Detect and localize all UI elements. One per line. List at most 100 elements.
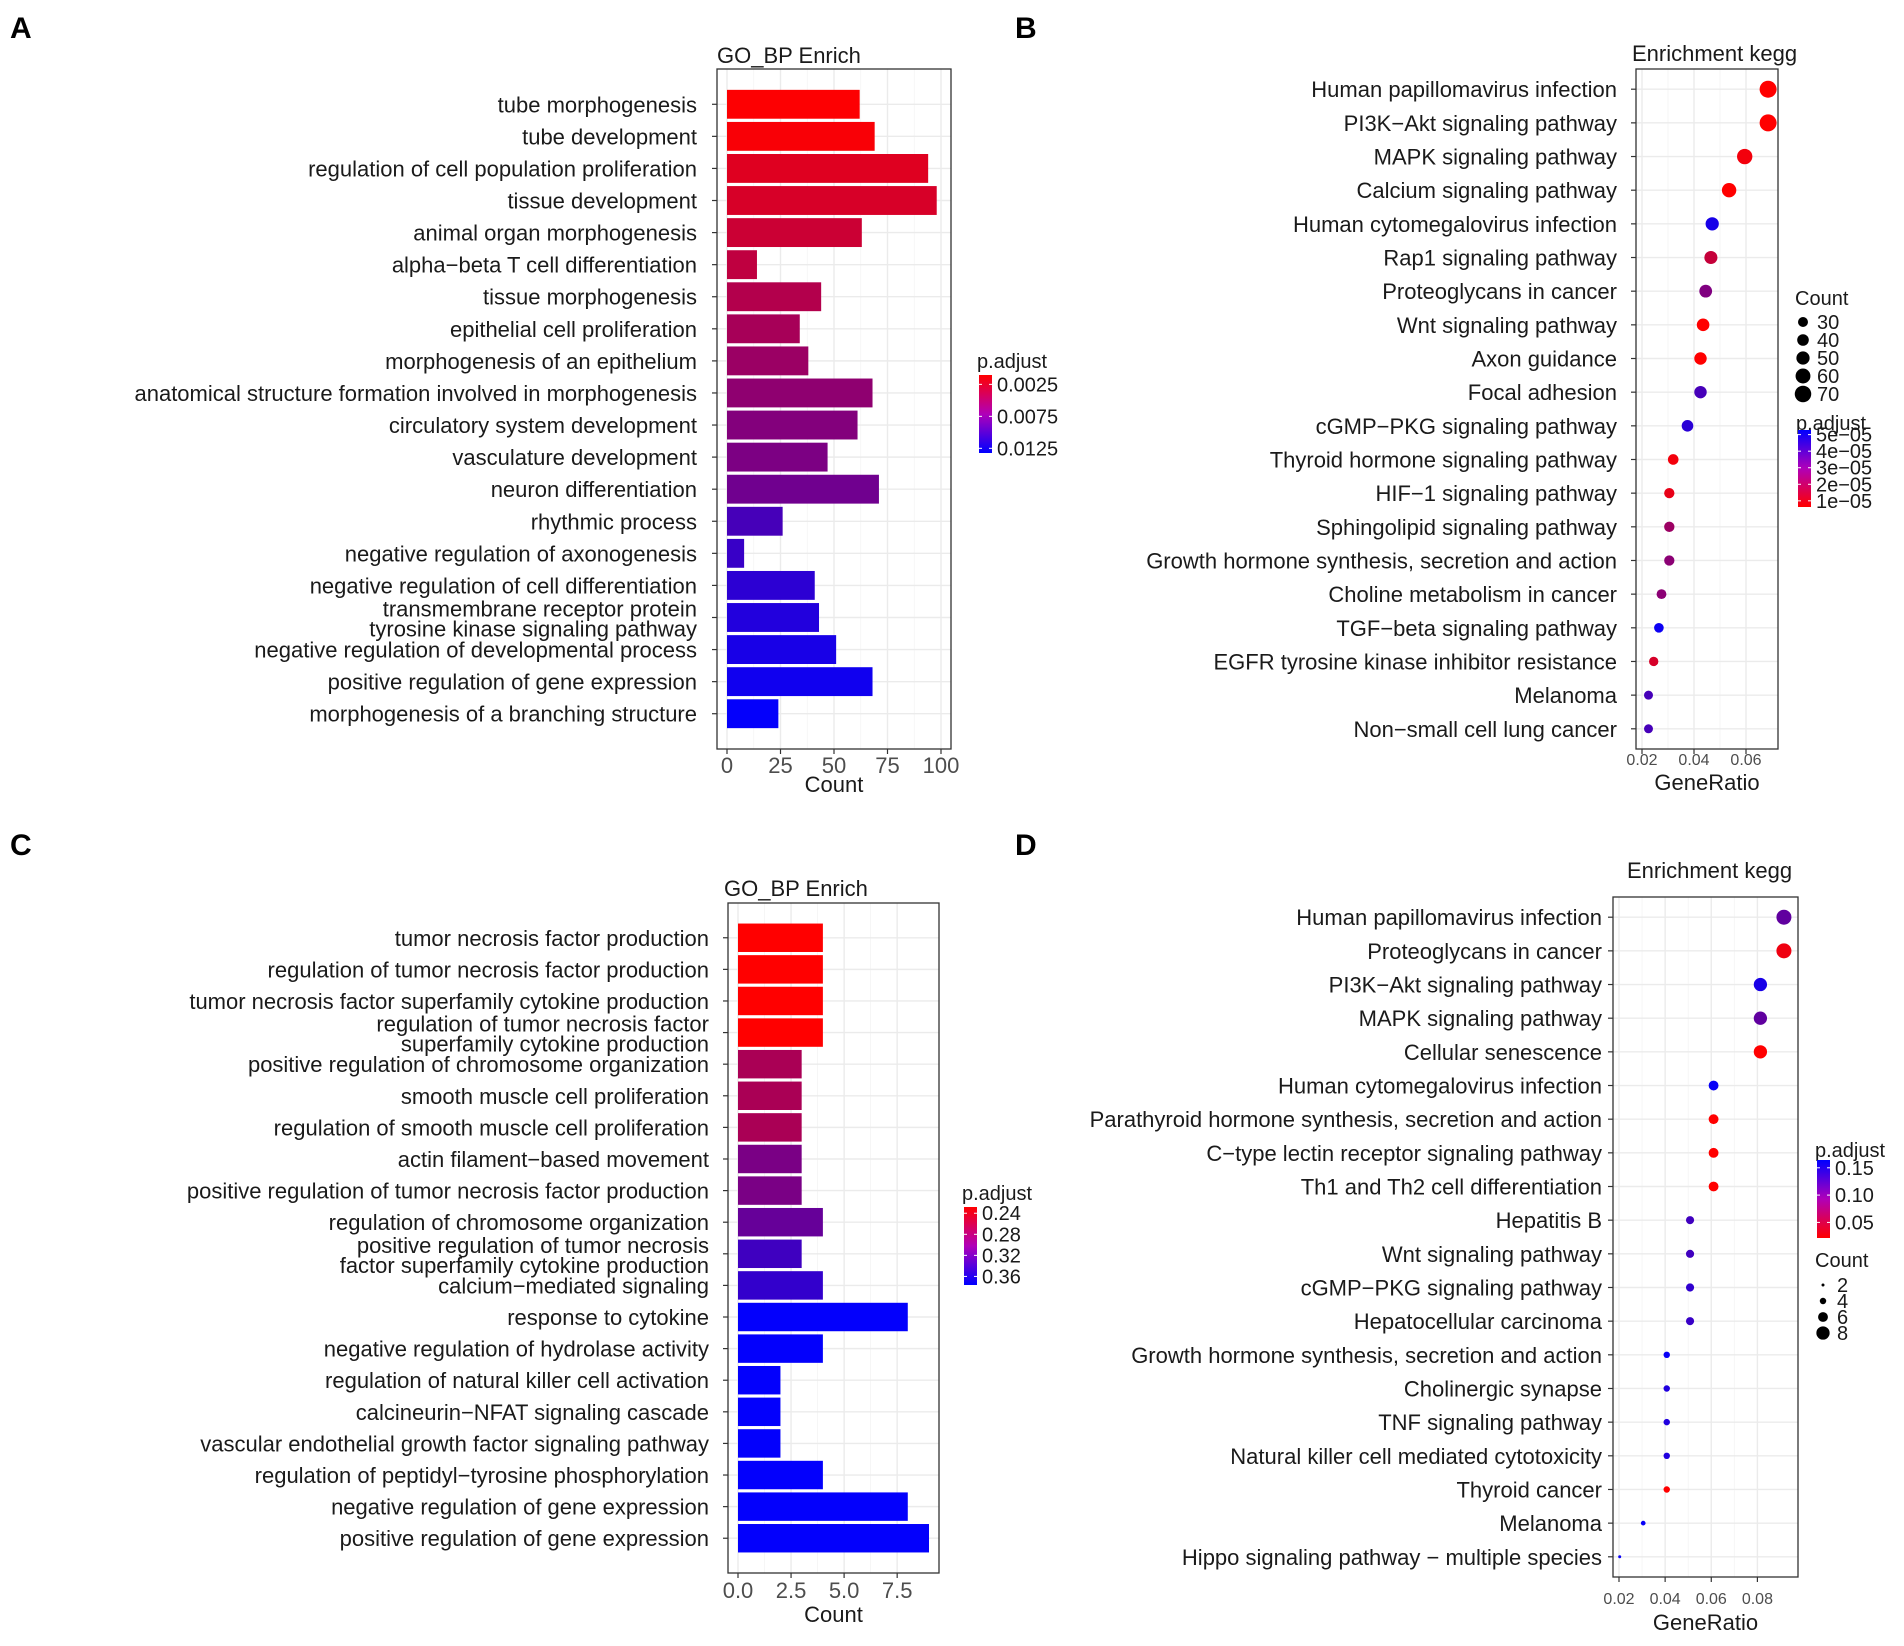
x-tick-label: 0.02 (1603, 1591, 1634, 1608)
panel-b-dot-chart: 0.02 0.04 0.06 Human papillomavirus infecti… (1146, 41, 1872, 795)
x-tick-label: 0.0 (723, 1578, 754, 1603)
chart-title: Enrichment kegg (1627, 858, 1792, 883)
dot (1704, 250, 1718, 265)
size-legend-label: 60 (1817, 366, 1839, 388)
category-label: regulation of cell population proliferat… (308, 156, 697, 181)
bar (738, 1524, 929, 1553)
category-label: Wnt signaling pathway (1397, 313, 1617, 338)
dot (1681, 420, 1694, 432)
bar (727, 378, 873, 408)
size-legend-dot (1797, 334, 1809, 346)
legend-title: p.adjust (1815, 1140, 1885, 1162)
bar (738, 923, 823, 952)
size-legend-label: 4 (1837, 1291, 1848, 1313)
category-label: negative regulation of gene expression (331, 1495, 709, 1520)
plot-background (1613, 897, 1798, 1577)
category-label: Natural killer cell mediated cytotoxicit… (1230, 1444, 1602, 1469)
category-label: Th1 and Th2 cell differentiation (1301, 1175, 1602, 1200)
size-legend-label: 50 (1817, 348, 1839, 370)
category-label: negative regulation of cell differentiat… (310, 573, 697, 598)
bar (727, 89, 860, 119)
dot (1705, 217, 1719, 231)
plot-border (727, 902, 940, 1574)
category-label: vasculature development (452, 445, 697, 470)
size-legend-dot (1821, 1283, 1825, 1287)
category-label: negative regulation of axonogenesis (345, 541, 697, 566)
bar (738, 1397, 781, 1427)
category-label: positive regulation of chromosome organi… (248, 1052, 709, 1077)
chart-title: GO_BP Enrich (717, 43, 861, 68)
legend-title: Count (1815, 1250, 1869, 1272)
category-label: Parathyroid hormone synthesis, secretion… (1090, 1107, 1602, 1132)
category-label: Growth hormone synthesis, secretion and … (1146, 548, 1617, 573)
category-label: anatomical structure formation involved … (134, 381, 697, 406)
category-label: Proteoglycans in cancer (1367, 939, 1602, 964)
dot (1618, 1555, 1622, 1559)
colorbar-label: 4e−05 (1816, 441, 1872, 463)
dot (1654, 622, 1664, 633)
bar (738, 1302, 908, 1332)
bar (727, 667, 873, 697)
category-label: PI3K−Akt signaling pathway (1344, 111, 1617, 136)
bar (727, 410, 858, 440)
category-label: positive regulation of gene expression (340, 1526, 709, 1551)
category-label: regulation of tumor necrosis factor (376, 1012, 709, 1037)
colorbar-label: 0.0125 (997, 438, 1058, 460)
bar (727, 635, 837, 664)
size-legend-dot (1816, 1326, 1830, 1340)
dot (1753, 977, 1768, 992)
category-label: TGF−beta signaling pathway (1336, 616, 1617, 641)
chart-title: GO_BP Enrich (724, 876, 868, 901)
category-label: tube morphogenesis (498, 92, 697, 117)
bar (727, 186, 937, 215)
bar (738, 1049, 802, 1079)
dot (1753, 1045, 1768, 1059)
panel-letter-c: C (10, 829, 32, 862)
size-legend-label: 30 (1817, 312, 1839, 334)
dot (1694, 385, 1707, 399)
dot (1667, 454, 1679, 465)
bar (727, 154, 929, 183)
bar (727, 538, 745, 568)
dot (1696, 318, 1710, 332)
bar (727, 603, 820, 632)
bar (727, 346, 809, 376)
bar (738, 1460, 823, 1490)
dot (1699, 284, 1713, 298)
colorbar-label: 0.28 (982, 1224, 1021, 1246)
plot-border (1635, 68, 1779, 750)
x-tick-label: 0.06 (1696, 1591, 1727, 1608)
bar (738, 1271, 823, 1300)
bar (727, 282, 822, 312)
bar (738, 955, 823, 984)
dot (1663, 1452, 1670, 1460)
category-label: MAPK signaling pathway (1359, 1006, 1602, 1031)
category-label: neuron differentiation (491, 477, 697, 502)
category-label: Axon guidance (1471, 347, 1617, 372)
category-label: regulation of chromosome organization (329, 1210, 709, 1235)
dot (1721, 182, 1737, 198)
x-tick-label: 50 (822, 753, 846, 778)
category-label: Calcium signaling pathway (1357, 178, 1617, 203)
x-tick-label: 100 (923, 753, 960, 778)
plot-border (1612, 896, 1799, 1578)
category-label: morphogenesis of an epithelium (385, 349, 697, 374)
panel-letter-b: B (1015, 12, 1037, 45)
category-label: calcineurin−NFAT signaling cascade (356, 1400, 709, 1425)
category-label: Rap1 signaling pathway (1383, 246, 1617, 271)
bar (727, 442, 828, 472)
category-label: tube development (522, 124, 697, 149)
category-label: regulation of peptidyl−tyrosine phosphor… (255, 1463, 709, 1488)
category-label: alpha−beta T cell differentiation (392, 253, 697, 278)
category-label: Non−small cell lung cancer (1353, 717, 1617, 742)
x-tick-label: 0.06 (1730, 752, 1761, 769)
dot (1685, 1216, 1695, 1225)
colorbar (1817, 1160, 1830, 1238)
x-axis-label: GeneRatio (1654, 770, 1759, 795)
category-label: Sphingolipid signaling pathway (1316, 515, 1617, 540)
x-tick-label: 0.02 (1626, 752, 1657, 769)
dot (1640, 1520, 1646, 1526)
dot (1664, 488, 1675, 499)
category-label: C−type lectin receptor signaling pathway (1206, 1141, 1602, 1166)
dot (1644, 724, 1653, 734)
